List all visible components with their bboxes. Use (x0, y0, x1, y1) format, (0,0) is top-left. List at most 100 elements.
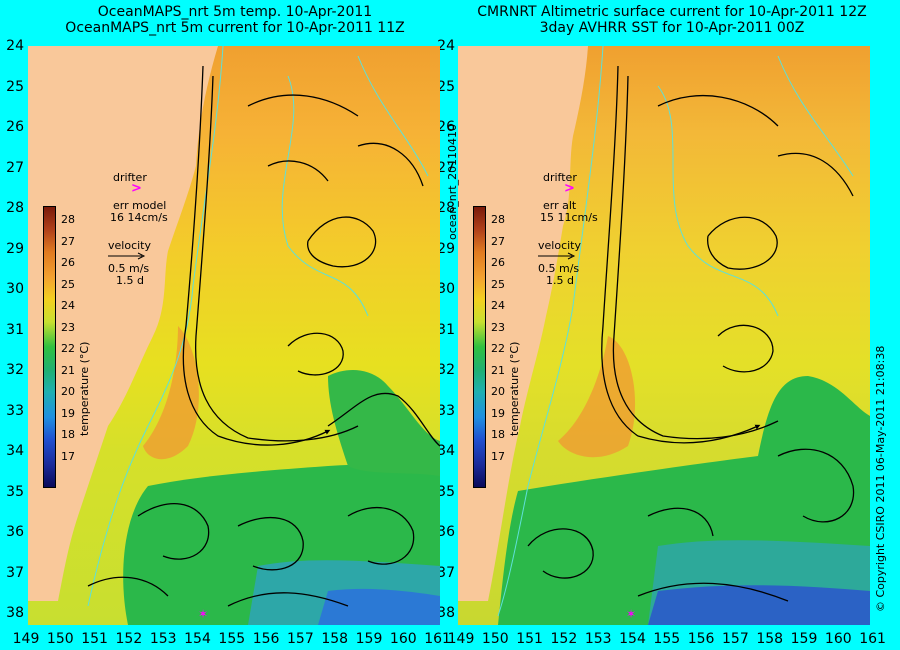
colorbar-tick-label: 25 (61, 277, 75, 291)
latitude-tick-label: 26 (6, 119, 24, 135)
latitude-tick-label: 28 (6, 200, 24, 216)
left-map-svg: ✶ (28, 46, 440, 625)
current-streamlines (87, 65, 440, 607)
longitude-tick-label: 149 (12, 631, 40, 647)
colorbar-tick-label: 24 (61, 299, 75, 312)
longitude-tick-label: 149 (447, 631, 475, 647)
contour-line (87, 46, 224, 607)
colorbar-tick-label: 19 (491, 406, 505, 420)
latitude-tick-label: 34 (437, 443, 455, 459)
longitude-tick-label: 150 (481, 631, 509, 647)
latitude-tick-label: 36 (6, 524, 24, 540)
err-value: 15 11cm/s (540, 211, 598, 224)
colder-water (318, 588, 440, 625)
latitude-tick-label: 27 (437, 159, 455, 176)
longitude-tick-label: 151 (81, 631, 108, 647)
longitude-tick-label: 153 (149, 631, 177, 647)
left-map-panel: ✶ drifter > err model 16 14cm/s velocity… (28, 46, 440, 625)
drifter-marker: ✶ (198, 607, 208, 621)
drifter-arrow-icon: > (564, 181, 575, 196)
colorbar-tick-label: 25 (491, 277, 505, 291)
latitude-tick-label: 25 (6, 78, 24, 95)
longitude-tick-label: 157 (287, 631, 314, 647)
cool-intrusion (328, 370, 440, 476)
err-value: 16 14cm/s (110, 211, 168, 224)
velocity-label: velocity (538, 239, 581, 252)
colorbar-tick-label: 19 (61, 406, 75, 420)
colorbar-tick-label: 22 (61, 342, 75, 355)
colorbar-tick-label: 26 (61, 256, 75, 269)
drifter-marker: ✶ (626, 607, 636, 621)
contour-line (357, 55, 429, 177)
colorbar-tick-label: 28 (491, 213, 505, 226)
latitude-tick-label: 29 (6, 240, 24, 257)
colorbar (473, 206, 486, 488)
contour-line (777, 55, 854, 177)
latitude-tick-label: 33 (6, 402, 24, 419)
drifter-arrow-icon: > (131, 181, 142, 196)
latitude-tick-label: 32 (6, 362, 24, 378)
right-map-panel: ✶ drifter > err alt 15 11cm/s velocity 0… (458, 46, 870, 625)
colorbar-tick-label: 17 (61, 449, 75, 463)
latitude-tick-label: 34 (6, 443, 24, 459)
latitude-tick-label: 33 (437, 402, 455, 419)
drifter-label: drifter (113, 171, 147, 184)
contour-line (281, 75, 369, 317)
err-label: err model (113, 199, 167, 212)
left-panel-title: OceanMAPS_nrt 5m temp. 10-Apr-2011 Ocean… (20, 4, 450, 36)
latitude-tick-label: 38 (437, 605, 455, 621)
right-panel-title: CMRNRT Altimetric surface current for 10… (452, 4, 892, 36)
longitude-tick-label: 161 (424, 631, 451, 647)
warm-eddy (558, 336, 636, 458)
left-title-line2: OceanMAPS_nrt 5m current for 10-Apr-2011… (65, 20, 405, 36)
drifter-label: drifter (543, 171, 577, 184)
colorbar-tick-label: 27 (61, 234, 75, 248)
latitude-tick-label: 38 (6, 605, 24, 621)
velocity-days: 1.5 d (116, 274, 144, 287)
colorbar-tick-label: 17 (491, 449, 505, 463)
velocity-scale-arrow-icon (538, 252, 576, 260)
warm-eddy (143, 326, 199, 460)
latitude-tick-label: 35 (6, 483, 24, 500)
right-title-line1: CMRNRT Altimetric surface current for 10… (477, 4, 867, 20)
contour-line (657, 85, 779, 317)
velocity-days: 1.5 d (546, 274, 574, 287)
colorbar-tick-label: 21 (491, 363, 505, 377)
latitude-tick-label: 30 (6, 281, 24, 297)
colorbar-tick-label: 26 (491, 256, 505, 269)
colorbar-tick-label: 28 (61, 213, 75, 226)
colorbar (43, 206, 56, 488)
latitude-tick-label: 24 (6, 38, 24, 54)
longitude-tick-label: 152 (550, 631, 578, 647)
left-title-line1: OceanMAPS_nrt 5m temp. 10-Apr-2011 (97, 4, 373, 20)
latitude-tick-label: 26 (437, 119, 455, 135)
land-mass (458, 46, 588, 601)
longitude-tick-label: 158 (321, 631, 349, 647)
longitude-tick-label: 159 (790, 631, 818, 647)
longitude-tick-label: 156 (687, 631, 715, 647)
right-map-svg: ✶ (458, 46, 870, 625)
latitude-tick-label: 27 (6, 159, 24, 176)
latitude-tick-label: 25 (437, 78, 455, 95)
longitude-tick-label: 151 (516, 631, 543, 647)
contour-line (497, 46, 604, 617)
latitude-tick-label: 29 (437, 240, 455, 257)
latitude-tick-label: 31 (6, 321, 24, 338)
longitude-tick-label: 150 (46, 631, 74, 647)
velocity-scale: 0.5 m/s (108, 262, 150, 275)
colorbar-tick-label: 23 (491, 320, 505, 334)
colorbar-tick-label: 24 (491, 299, 505, 312)
colorbar-tick-label: 20 (491, 385, 505, 398)
right-title-line2: 3day AVHRR SST for 10-Apr-2011 00Z (539, 20, 805, 36)
longitude-tick-label: 155 (218, 631, 246, 647)
colder-water (648, 585, 870, 625)
latitude-tick-label: 32 (437, 362, 455, 378)
colorbar-tick-label: 27 (491, 234, 505, 248)
colorbar-tick-label: 18 (491, 428, 505, 441)
longitude-tick-label: 157 (722, 631, 749, 647)
colorbar-tick-label: 20 (61, 385, 75, 398)
run-id-label: ocean_nrt_20110410 (446, 123, 459, 240)
land-mass (28, 46, 218, 601)
longitude-tick-label: 155 (653, 631, 681, 647)
latitude-tick-label: 36 (437, 524, 455, 540)
